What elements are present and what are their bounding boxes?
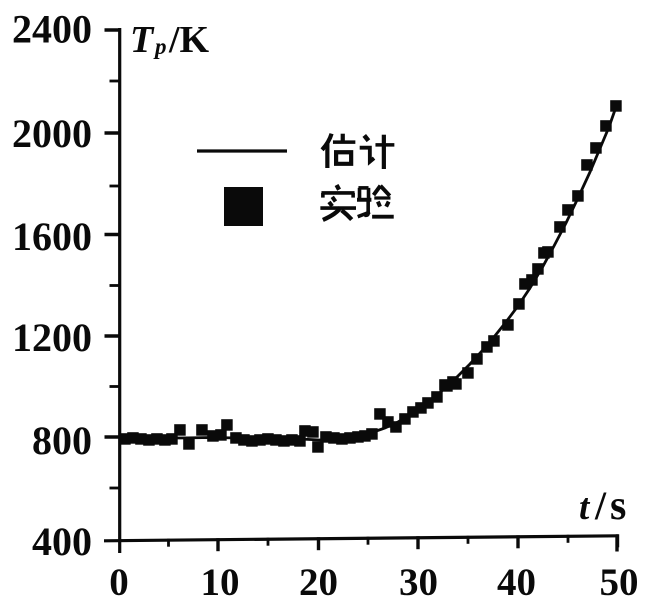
svg-text:1600: 1600 [12,214,92,259]
svg-text:s: s [610,483,626,529]
svg-text:2400: 2400 [12,7,92,52]
svg-text:50: 50 [600,561,639,604]
svg-text:800: 800 [32,418,92,463]
svg-text:/K: /K [168,19,210,61]
svg-text:40: 40 [497,561,536,604]
svg-text:2000: 2000 [12,111,92,156]
svg-text:1200: 1200 [12,315,92,360]
svg-text:400: 400 [32,519,92,564]
svg-text:20: 20 [299,561,338,604]
svg-text:T: T [130,19,155,61]
svg-text:0: 0 [109,561,129,604]
svg-text:/: / [594,483,607,528]
svg-text:30: 30 [399,561,438,604]
svg-text:p: p [153,34,167,59]
svg-text:10: 10 [201,561,240,604]
svg-text:t: t [579,487,591,528]
